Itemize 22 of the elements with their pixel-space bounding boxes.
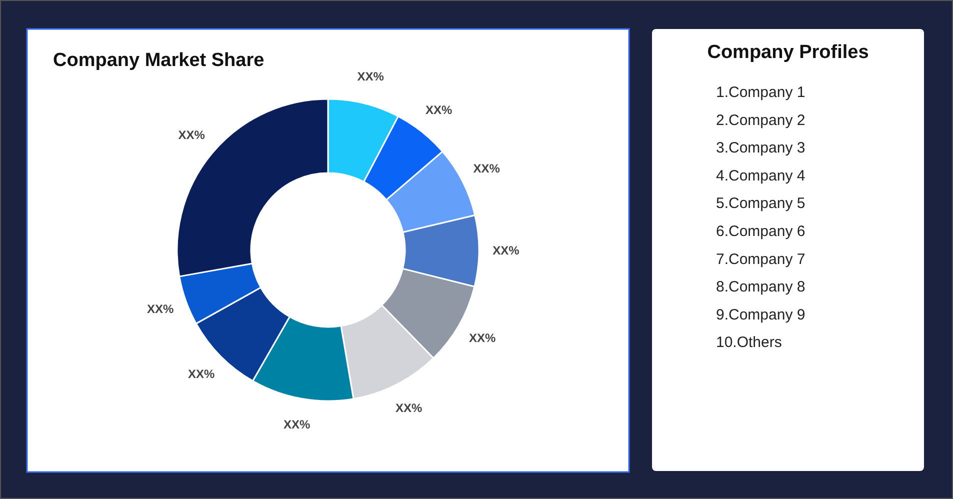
data-label: XX% bbox=[178, 128, 206, 142]
data-label: XX% bbox=[395, 400, 422, 415]
chart-title: Company Market Share bbox=[53, 50, 264, 71]
text: 6.Company 6 bbox=[716, 223, 806, 240]
data-label: XX% bbox=[357, 69, 384, 84]
data-label: XX% bbox=[468, 330, 496, 345]
text: 9.Company 9 bbox=[716, 306, 806, 324]
data-label: XX% bbox=[146, 302, 174, 316]
data-label: XX% bbox=[473, 161, 500, 176]
text: 2.Company 2 bbox=[716, 112, 806, 129]
text: 1.Company 1 bbox=[716, 84, 806, 101]
text: 10.Others bbox=[716, 334, 782, 352]
text: 8.Company 8 bbox=[716, 278, 806, 296]
text: 7.Company 7 bbox=[716, 250, 806, 268]
text: Company Profiles bbox=[707, 42, 869, 63]
data-label: XX% bbox=[284, 417, 311, 432]
text: 3.Company 3 bbox=[716, 140, 806, 157]
text: 5.Company 5 bbox=[716, 195, 806, 212]
data-label: XX% bbox=[426, 102, 453, 117]
data-label: XX% bbox=[188, 367, 216, 382]
data-label: XX% bbox=[492, 243, 520, 258]
text: 4.Company 4 bbox=[716, 167, 806, 184]
